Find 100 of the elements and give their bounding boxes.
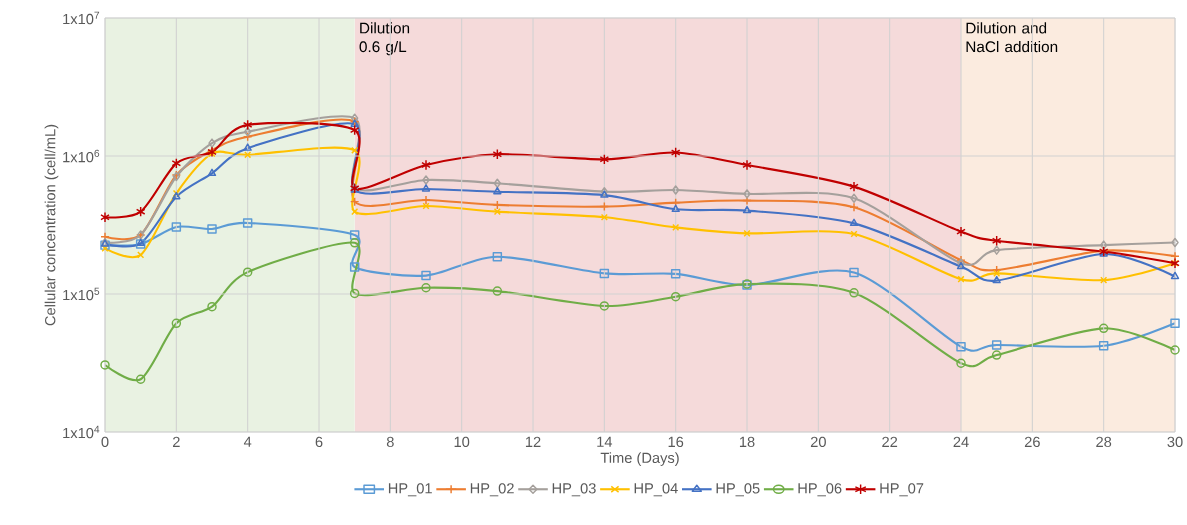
point	[207, 224, 217, 234]
point	[850, 193, 858, 203]
legend-label: HP_07	[880, 483, 924, 497]
point	[991, 235, 1002, 247]
point	[422, 175, 430, 185]
point	[100, 360, 110, 370]
point	[992, 275, 1001, 284]
x-tick-label: 26	[1024, 436, 1040, 448]
point	[100, 211, 110, 223]
point	[743, 229, 751, 237]
point	[171, 222, 182, 232]
y-tick-label: 1x10$^{5}$	[63, 287, 100, 301]
point	[492, 286, 503, 296]
point	[1170, 318, 1180, 329]
point	[208, 138, 216, 148]
point	[350, 113, 359, 123]
point	[349, 124, 360, 136]
point	[135, 206, 146, 218]
point	[742, 205, 752, 214]
point	[171, 157, 182, 169]
point	[742, 159, 752, 171]
x-tick-label: 0	[101, 436, 109, 448]
legend-label: HP_02	[470, 483, 514, 497]
x-tick-label: 20	[810, 436, 826, 448]
legend-label: HP_04	[634, 483, 678, 497]
point	[671, 185, 680, 195]
point	[492, 252, 503, 262]
legend-label: HP_03	[552, 483, 596, 497]
point	[243, 143, 252, 151]
x-tick-label: 10	[454, 436, 470, 448]
point	[349, 288, 360, 299]
point	[849, 181, 859, 193]
point	[599, 268, 610, 279]
point	[349, 262, 360, 272]
point	[599, 301, 610, 311]
x-tick-label: 12	[525, 436, 541, 447]
x-tick-label: 16	[668, 436, 684, 448]
point	[207, 301, 217, 312]
point	[1098, 340, 1109, 351]
point	[850, 230, 858, 238]
point	[493, 178, 502, 189]
point	[600, 213, 608, 221]
point	[1170, 271, 1180, 280]
point	[349, 230, 360, 240]
y-tick-label: 1x10$^{4}$	[63, 425, 100, 439]
point	[849, 202, 859, 213]
point	[991, 340, 1002, 350]
point	[956, 226, 966, 238]
point	[671, 204, 680, 213]
legend-label: HP_01	[388, 483, 432, 497]
point	[991, 350, 1002, 360]
point	[670, 269, 681, 279]
point	[956, 341, 966, 352]
point	[171, 318, 182, 329]
point	[421, 283, 431, 293]
point	[672, 223, 680, 231]
x-tick-label: 22	[882, 436, 898, 447]
point	[743, 189, 751, 199]
point	[1099, 240, 1108, 250]
point	[1171, 237, 1179, 248]
point	[849, 288, 859, 298]
x-tick-label: 14	[597, 436, 613, 447]
point	[1170, 251, 1180, 261]
point	[599, 153, 610, 165]
y-axis-title: Cellular concentration (cell/mL)	[44, 124, 59, 326]
x-tick-label: 4	[243, 436, 252, 447]
point	[349, 238, 360, 248]
point	[421, 270, 431, 281]
x-tick-label: 8	[386, 436, 394, 448]
point	[135, 374, 146, 385]
y-tick-label: 1x10$^{6}$	[63, 149, 100, 163]
point	[600, 186, 609, 197]
point	[243, 126, 252, 137]
point	[207, 168, 217, 177]
x-tick-label: 30	[1167, 436, 1183, 448]
legend-label: HP_06	[798, 483, 842, 497]
y-tick-label: 1x10$^{7}$	[63, 11, 100, 25]
point	[242, 267, 253, 277]
point	[849, 218, 859, 227]
x-tick-label: 2	[172, 436, 180, 447]
point	[493, 208, 501, 216]
point	[849, 267, 859, 278]
x-tick-label: 18	[739, 436, 755, 448]
point	[670, 291, 681, 302]
point	[1100, 276, 1108, 284]
x-axis-title: Time (Days)	[600, 452, 679, 466]
band-label: Dilution 0.6 g/L	[359, 22, 410, 56]
point	[242, 218, 253, 228]
point	[244, 151, 252, 159]
x-tick-label: 6	[315, 436, 323, 448]
point	[422, 202, 430, 210]
point	[137, 251, 145, 259]
point	[351, 146, 359, 154]
point	[1170, 345, 1180, 355]
point	[421, 159, 431, 171]
band-label: Dilution and NaCl addition	[966, 22, 1058, 53]
point	[956, 358, 966, 368]
point	[670, 147, 681, 158]
legend-label: HP_05	[716, 483, 760, 497]
point	[1098, 323, 1109, 334]
